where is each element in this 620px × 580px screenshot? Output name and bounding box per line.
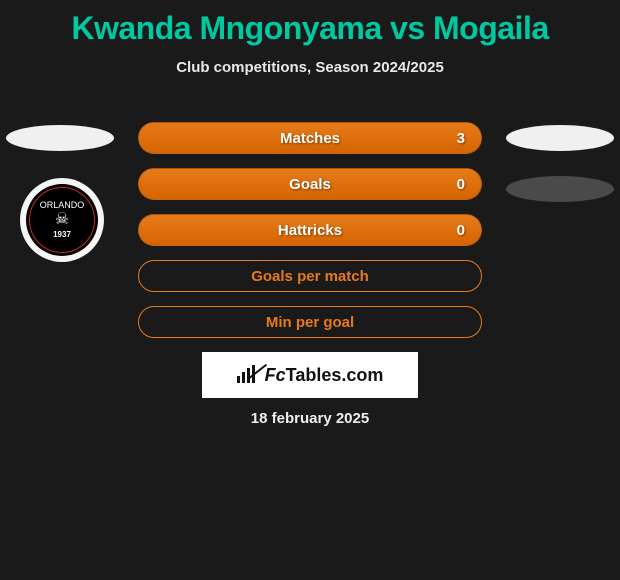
player2-placeholder-icon — [506, 125, 614, 151]
stat-bar-goals: Goals 0 — [138, 168, 482, 200]
comparison-subtitle: Club competitions, Season 2024/2025 — [0, 59, 620, 76]
club-year: 1937 — [53, 230, 71, 239]
stat-label: Matches — [280, 130, 340, 147]
brand-chart-icon — [237, 365, 261, 385]
stat-bar-goals-per-match: Goals per match — [138, 260, 482, 292]
stat-bar-matches: Matches 3 — [138, 122, 482, 154]
generation-date: 18 february 2025 — [0, 410, 620, 427]
brand-text: FcTables.com — [265, 365, 384, 386]
comparison-title: Kwanda Mngonyama vs Mogaila — [0, 0, 620, 47]
stat-value: 3 — [457, 130, 465, 147]
player1-club-badge: ORLANDO ☠ 1937 — [20, 178, 104, 262]
stat-bar-min-per-goal: Min per goal — [138, 306, 482, 338]
stat-label: Min per goal — [266, 314, 354, 331]
stat-bar-hattricks: Hattricks 0 — [138, 214, 482, 246]
stat-label: Goals — [289, 176, 331, 193]
stats-container: Matches 3 Goals 0 Hattricks 0 Goals per … — [138, 122, 482, 352]
brand-watermark: FcTables.com — [202, 352, 418, 398]
stat-label: Hattricks — [278, 222, 342, 239]
stat-value: 0 — [457, 176, 465, 193]
stat-value: 0 — [457, 222, 465, 239]
stat-label: Goals per match — [251, 268, 369, 285]
player1-placeholder-icon — [6, 125, 114, 151]
club-name-top: ORLANDO — [40, 201, 85, 210]
club-badge-inner: ORLANDO ☠ 1937 — [26, 184, 98, 256]
skull-crossbones-icon: ☠ — [55, 212, 69, 228]
player2-club-placeholder-icon — [506, 176, 614, 202]
